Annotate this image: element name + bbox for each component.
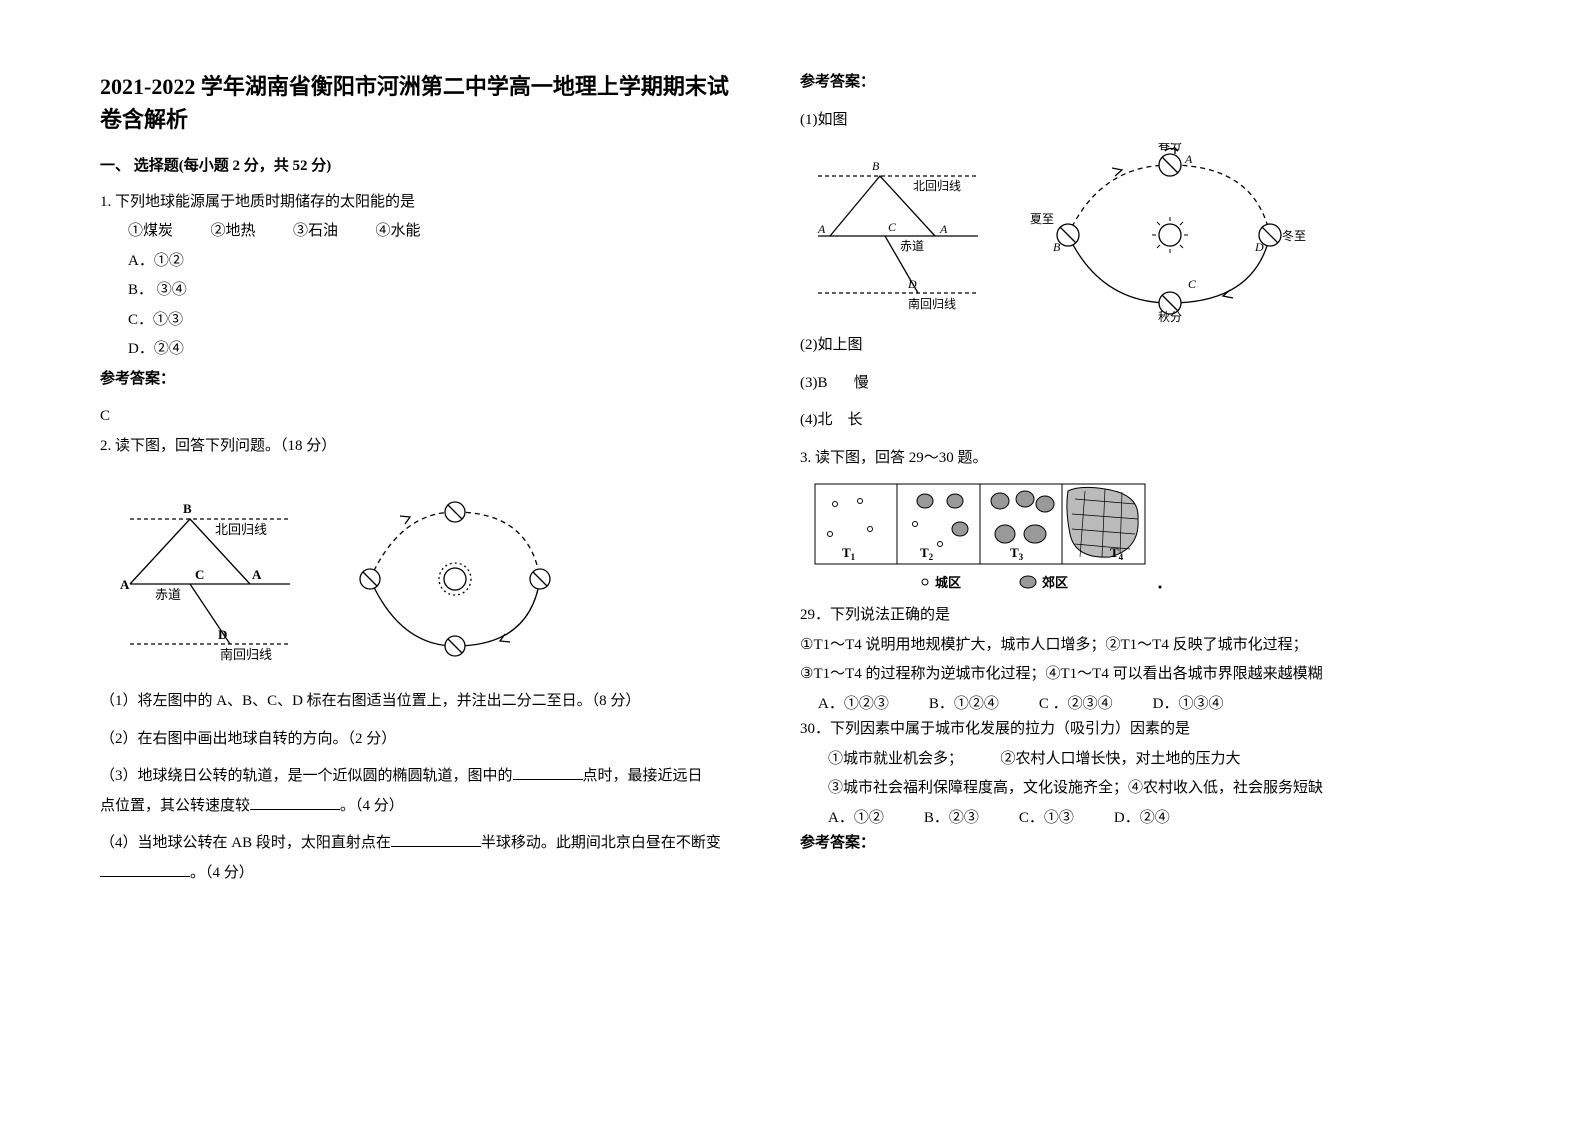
ans-1: (1)如图 [800,108,1440,134]
q2-sub4: （4）当地球公转在 AB 段时，太阳直射点在半球移动。此期间北京白昼在不断变 [100,831,740,857]
svg-text:B: B [1053,240,1061,254]
q30-stem: 30．下列因素中属于城市化发展的拉力（吸引力）因素的是 [800,717,1440,743]
svg-text:赤道: 赤道 [155,587,181,602]
answer-label-3: 参考答案： [800,831,1440,857]
q30-opt-d: D．②④ [1114,806,1170,832]
svg-text:A: A [1184,152,1193,166]
svg-text:T1: T1 [842,545,856,562]
orbit-diagram-blank [340,494,570,664]
svg-text:D: D [907,277,917,291]
svg-text:春分: 春分 [1158,143,1182,152]
svg-text:B: B [183,501,192,516]
svg-text:秋分: 秋分 [1158,310,1182,323]
q30-line2: ③城市社会福利保障程度高，文化设施齐全；④农村收入低，社会服务短缺 [800,776,1440,802]
right-column: 参考答案： (1)如图 B C A A D 北回归线 [800,70,1440,890]
ans-3: (3)B 慢 [800,371,1440,397]
q3-stem: 3. 读下图，回答 29～30 题。 [800,446,1440,472]
ans-2: (2)如上图 [800,333,1440,359]
q29-line1: ①T1～T4 说明用地规模扩大，城市人口增多；②T1～T4 反映了城市化过程； [800,633,1440,659]
q2-sub4-cont: 。（4 分） [100,861,740,887]
svg-text:D: D [1254,240,1264,254]
q29-options: A．①②③ B．①②④ C ．②③④ D．①③④ [800,692,1440,718]
q2-sub1: （1）将左图中的 A、B、C、D 标在右图适当位置上，并注出二分二至日。（8 分… [100,689,740,715]
q30-opt-b: B．②③ [924,806,979,832]
q30-opt-a: A．①② [828,806,884,832]
svg-text:B: B [872,159,880,173]
q1-answer: C [100,404,740,430]
q29-stem: 29．下列说法正确的是 [800,603,1440,629]
exam-title: 2021-2022 学年湖南省衡阳市河洲第二中学高一地理上学期期末试卷含解析 [100,70,740,136]
orbit-diagram-answer: 春分 夏至 冬至 秋分 A B C D [1030,143,1310,323]
q1-opt-b: B． ③④ [100,278,740,304]
svg-text:北回归线: 北回归线 [913,179,961,193]
answer-label-2: 参考答案： [800,70,1440,96]
svg-text:C: C [888,220,897,234]
answer-diagram-row: B C A A D 北回归线 赤道 南回归线 [800,143,1440,323]
svg-text:冬至: 冬至 [1282,228,1306,243]
urban-diagram: T1 T2 T3 T4 城区 郊区 [810,479,1170,599]
svg-text:北回归线: 北回归线 [215,522,267,537]
q29-opt-c: C ．②③④ [1039,692,1113,718]
svg-text:南回归线: 南回归线 [220,647,272,662]
q30-line1: ①城市就业机会多； ②农村人口增长快，对土地的压力大 [800,747,1440,773]
q29-opt-b: B．①②④ [929,692,999,718]
q30-options: A．①② B．②③ C．①③ D．②④ [800,806,1440,832]
q2-sub3: （3）地球绕日公转的轨道，是一个近似圆的椭圆轨道，图中的点时，最接近远日 [100,764,740,790]
q2-sub2: （2）在右图中画出地球自转的方向。（2 分） [100,727,740,753]
left-column: 2021-2022 学年湖南省衡阳市河洲第二中学高一地理上学期期末试卷含解析 一… [100,70,740,890]
q1-opt-c: C．①③ [100,308,740,334]
svg-text:C: C [1188,277,1197,291]
svg-text:城区: 城区 [935,575,961,590]
svg-text:C: C [195,567,204,582]
answer-label-1: 参考答案： [100,367,740,393]
svg-text:D: D [218,627,227,642]
svg-text:T2: T2 [920,545,934,562]
svg-text:T3: T3 [1010,545,1024,562]
q1-opts-line: ①煤炭 ②地热 ③石油 ④水能 [100,219,740,245]
triangle-diagram: B C A A D 赤道 北回归线 南回归线 [120,489,310,669]
q1-opt-d: D．②④ [100,337,740,363]
q30-opt-c: C．①③ [1019,806,1074,832]
q2-stem: 2. 读下图，回答下列问题。（18 分） [100,434,740,460]
svg-text:赤道: 赤道 [900,239,924,253]
q2-sub3-cont: 点位置，其公转速度较。（4 分） [100,794,740,820]
q1-stem: 1. 下列地球能源属于地质时期储存的太阳能的是 [100,190,740,216]
section-1-heading: 一、 选择题(每小题 2 分，共 52 分) [100,154,740,180]
q29-opt-d: D．①③④ [1153,692,1224,718]
svg-text:夏至: 夏至 [1030,212,1054,226]
q29-opt-a: A．①②③ [818,692,889,718]
triangle-diagram-answer: B C A A D 北回归线 赤道 南回归线 [800,148,1000,318]
ans-4: (4)北 长 [800,408,1440,434]
svg-text:郊区: 郊区 [1042,575,1068,590]
q29-line2: ③T1～T4 的过程称为逆城市化过程；④T1～T4 可以看出各城市界限越来越模糊 [800,662,1440,688]
svg-text:A: A [939,222,948,236]
q1-opt-a: A．①② [100,249,740,275]
svg-text:A: A [120,577,130,592]
svg-text:南回归线: 南回归线 [908,296,956,311]
q2-diagram-row: B C A A D 赤道 北回归线 南回归线 [120,489,740,669]
svg-text:A: A [252,567,262,582]
svg-text:A: A [817,222,826,236]
